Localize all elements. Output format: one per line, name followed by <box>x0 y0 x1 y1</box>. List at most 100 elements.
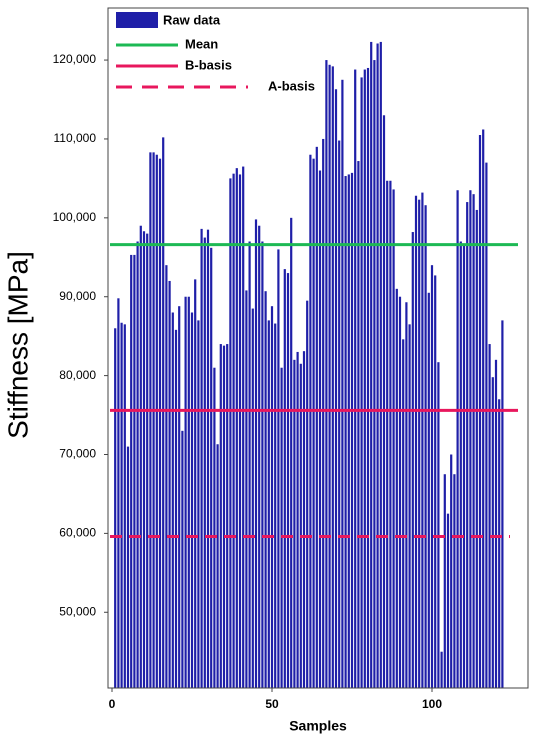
bar <box>446 513 450 688</box>
bar <box>328 64 331 688</box>
bar <box>315 146 318 688</box>
plot-frame <box>107 7 529 689</box>
bar <box>258 225 261 689</box>
legend-swatch <box>116 12 158 28</box>
bar <box>414 195 418 688</box>
bar <box>469 190 472 689</box>
bar <box>245 290 248 688</box>
y-tick-label: 50,000 <box>59 604 96 618</box>
bar <box>398 296 402 688</box>
legend-label: Raw data <box>163 12 221 27</box>
bar <box>347 174 350 688</box>
bar <box>155 154 158 689</box>
legend-label: A-basis <box>268 78 315 93</box>
bar <box>162 137 165 689</box>
legend-label: B-basis <box>185 57 232 72</box>
bar <box>443 474 446 688</box>
bar <box>395 288 398 688</box>
bar <box>238 174 242 688</box>
bar <box>299 363 302 688</box>
bar <box>117 298 120 688</box>
bar <box>494 359 498 688</box>
bar <box>341 79 344 688</box>
bar <box>466 202 469 689</box>
bar <box>232 173 235 688</box>
bar <box>360 77 363 689</box>
bar <box>274 323 277 688</box>
bar <box>171 312 174 688</box>
bar <box>146 233 149 688</box>
y-axis-label: Stiffness [MPa] <box>2 251 33 439</box>
bar <box>187 296 190 688</box>
bar <box>411 232 414 689</box>
y-tick-label: 70,000 <box>59 447 96 461</box>
bar <box>338 140 341 689</box>
bar <box>152 152 155 689</box>
bar <box>376 43 379 688</box>
y-tick-label: 60,000 <box>59 526 96 540</box>
bar <box>197 320 200 688</box>
bar <box>219 344 222 688</box>
legend-label: Mean <box>185 36 218 51</box>
bar <box>261 241 264 688</box>
y-tick-label: 120,000 <box>53 52 97 66</box>
bar <box>363 69 366 689</box>
bar <box>242 166 245 689</box>
bar <box>389 180 392 688</box>
bar <box>277 249 280 689</box>
bar <box>267 320 270 688</box>
bar <box>309 154 312 689</box>
bar <box>334 89 338 688</box>
bar <box>408 324 411 688</box>
bar <box>142 231 146 688</box>
y-tick-label: 110,000 <box>54 131 97 145</box>
bar <box>296 351 299 688</box>
y-tick-label: 90,000 <box>59 289 96 303</box>
bar <box>283 269 286 688</box>
bar <box>357 161 360 689</box>
bar <box>235 168 238 688</box>
bar <box>130 254 133 688</box>
bar <box>168 280 171 688</box>
bar <box>421 192 424 688</box>
x-tick-label: 100 <box>422 697 442 711</box>
bar <box>194 279 197 688</box>
bar <box>344 176 347 689</box>
bar <box>434 275 437 688</box>
bar <box>491 377 494 688</box>
bar <box>114 328 117 688</box>
y-tick-label: 100,000 <box>53 210 97 224</box>
bar <box>312 158 315 688</box>
bar <box>440 651 443 688</box>
bar <box>286 273 290 688</box>
bar <box>216 444 219 688</box>
bar <box>322 138 325 688</box>
bar <box>498 399 501 688</box>
bar <box>280 367 283 688</box>
bar <box>174 329 178 688</box>
bar <box>430 265 434 688</box>
x-tick-label: 50 <box>265 697 279 711</box>
bar <box>405 302 408 688</box>
bar <box>501 320 504 688</box>
bar <box>203 237 206 689</box>
bar <box>418 199 421 689</box>
bar <box>437 362 440 688</box>
bar <box>488 344 491 688</box>
bar <box>302 351 306 688</box>
bar <box>325 60 328 689</box>
x-tick-label: 0 <box>109 697 116 711</box>
bar <box>213 367 216 688</box>
bar <box>120 322 123 688</box>
bar <box>379 41 382 688</box>
bar <box>254 219 258 688</box>
bar <box>226 344 229 688</box>
bar <box>206 229 210 688</box>
bar <box>248 241 251 688</box>
bar <box>370 41 373 688</box>
bar <box>462 245 466 688</box>
bar <box>149 152 152 689</box>
bar <box>293 359 296 688</box>
bar <box>184 296 187 688</box>
